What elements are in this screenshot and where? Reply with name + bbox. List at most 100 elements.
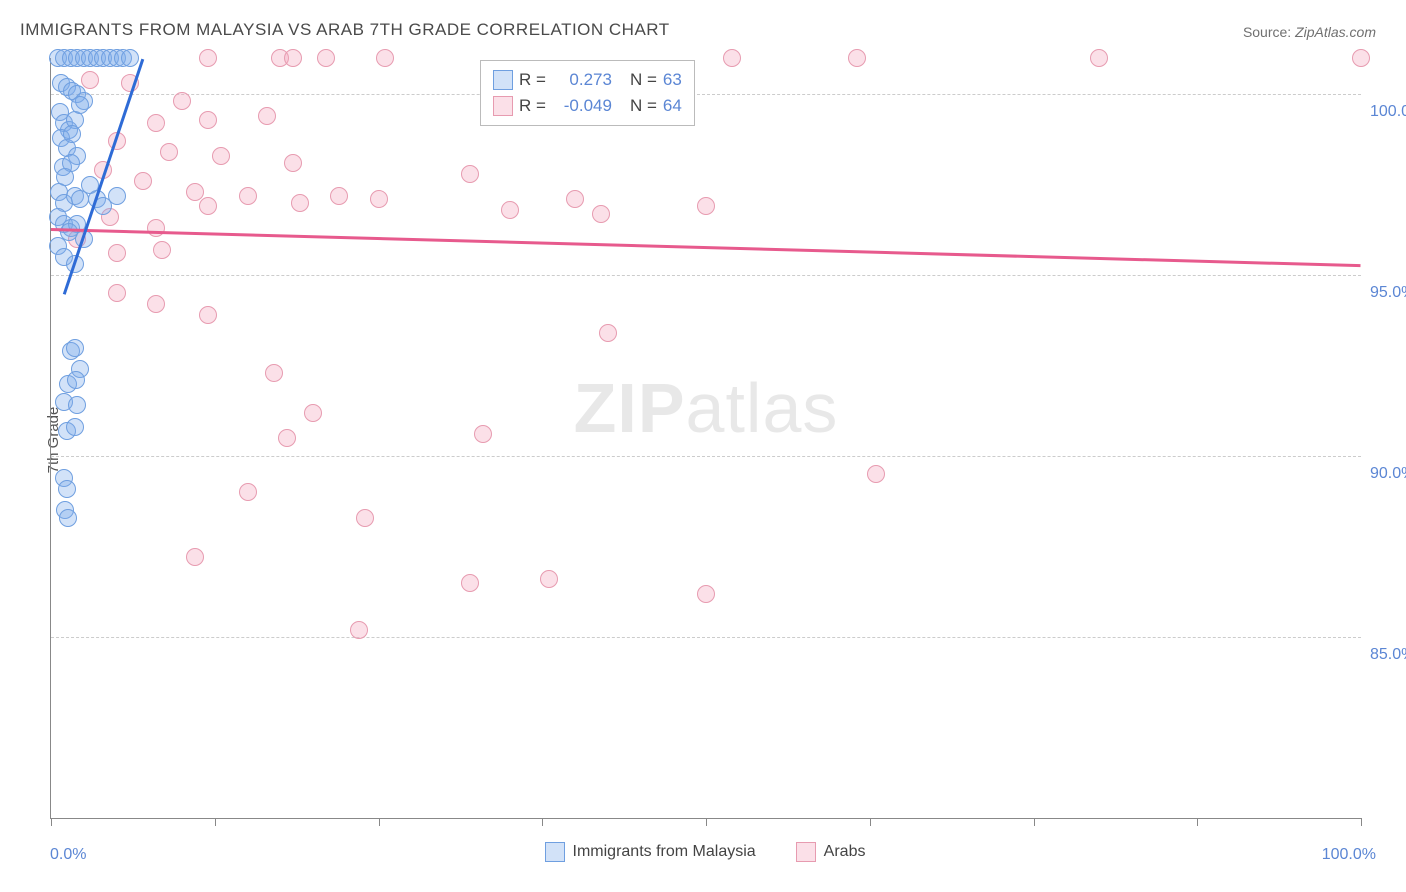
data-point-arabs bbox=[173, 92, 191, 110]
data-point-arabs bbox=[697, 197, 715, 215]
data-point-arabs bbox=[474, 425, 492, 443]
plot-area: ZIPatlas bbox=[50, 58, 1361, 819]
data-point-arabs bbox=[356, 509, 374, 527]
x-tick bbox=[379, 818, 380, 826]
legend-r-label: R = bbox=[519, 67, 546, 93]
data-point-arabs bbox=[317, 49, 335, 67]
x-tick bbox=[870, 818, 871, 826]
series-legend: Immigrants from Malaysia Arabs bbox=[50, 842, 1360, 862]
x-tick bbox=[1361, 818, 1362, 826]
x-tick bbox=[1034, 818, 1035, 826]
data-point-arabs bbox=[697, 585, 715, 603]
data-point-malaysia bbox=[71, 96, 89, 114]
y-tick-label: 90.0% bbox=[1370, 465, 1406, 483]
x-tick bbox=[542, 818, 543, 826]
data-point-arabs bbox=[81, 71, 99, 89]
data-point-arabs bbox=[1352, 49, 1370, 67]
data-point-arabs bbox=[291, 194, 309, 212]
data-point-arabs bbox=[160, 143, 178, 161]
data-point-arabs bbox=[461, 165, 479, 183]
legend-n-value: 63 bbox=[663, 67, 682, 93]
x-tick bbox=[1197, 818, 1198, 826]
watermark: ZIPatlas bbox=[574, 368, 839, 448]
legend-swatch bbox=[545, 842, 565, 862]
data-point-arabs bbox=[212, 147, 230, 165]
source-attribution: Source: ZipAtlas.com bbox=[1243, 24, 1376, 40]
data-point-arabs bbox=[848, 49, 866, 67]
data-point-arabs bbox=[540, 570, 558, 588]
legend-swatch bbox=[493, 70, 513, 90]
data-point-malaysia bbox=[66, 339, 84, 357]
data-point-malaysia bbox=[67, 371, 85, 389]
watermark-atlas: atlas bbox=[686, 369, 839, 447]
y-tick-label: 95.0% bbox=[1370, 284, 1406, 302]
gridline bbox=[51, 456, 1361, 457]
legend-swatch bbox=[796, 842, 816, 862]
data-point-arabs bbox=[566, 190, 584, 208]
gridline bbox=[51, 94, 1361, 95]
legend-row: R = 0.273 N = 63 bbox=[493, 67, 682, 93]
data-point-arabs bbox=[153, 241, 171, 259]
y-tick-label: 85.0% bbox=[1370, 646, 1406, 664]
data-point-arabs bbox=[199, 49, 217, 67]
legend-r-label: R = bbox=[519, 93, 546, 119]
data-point-arabs bbox=[461, 574, 479, 592]
legend-n-label: N = bbox=[630, 93, 657, 119]
data-point-malaysia bbox=[108, 187, 126, 205]
data-point-arabs bbox=[278, 429, 296, 447]
data-point-arabs bbox=[501, 201, 519, 219]
source-label: Source: bbox=[1243, 24, 1291, 40]
data-point-arabs bbox=[186, 548, 204, 566]
source-value: ZipAtlas.com bbox=[1295, 24, 1376, 40]
data-point-malaysia bbox=[121, 49, 139, 67]
data-point-malaysia bbox=[63, 125, 81, 143]
data-point-malaysia bbox=[59, 509, 77, 527]
data-point-arabs bbox=[284, 154, 302, 172]
gridline bbox=[51, 275, 1361, 276]
data-point-arabs bbox=[867, 465, 885, 483]
data-point-arabs bbox=[304, 404, 322, 422]
x-tick bbox=[51, 818, 52, 826]
data-point-malaysia bbox=[66, 418, 84, 436]
legend-n-value: 64 bbox=[663, 93, 682, 119]
legend-label: Arabs bbox=[824, 843, 866, 861]
data-point-arabs bbox=[599, 324, 617, 342]
data-point-arabs bbox=[147, 114, 165, 132]
watermark-zip: ZIP bbox=[574, 369, 686, 447]
chart-title: IMMIGRANTS FROM MALAYSIA VS ARAB 7TH GRA… bbox=[20, 20, 670, 40]
data-point-arabs bbox=[1090, 49, 1108, 67]
data-point-arabs bbox=[350, 621, 368, 639]
data-point-arabs bbox=[239, 187, 257, 205]
legend-swatch bbox=[493, 96, 513, 116]
data-point-arabs bbox=[376, 49, 394, 67]
x-tick bbox=[706, 818, 707, 826]
x-max-label: 100.0% bbox=[1322, 846, 1376, 864]
data-point-arabs bbox=[258, 107, 276, 125]
trend-line-arabs bbox=[51, 228, 1361, 267]
data-point-malaysia bbox=[60, 223, 78, 241]
data-point-arabs bbox=[723, 49, 741, 67]
data-point-arabs bbox=[284, 49, 302, 67]
data-point-arabs bbox=[199, 197, 217, 215]
correlation-legend: R = 0.273 N = 63 R = -0.049 N = 64 bbox=[480, 60, 695, 126]
legend-label: Immigrants from Malaysia bbox=[573, 843, 756, 861]
data-point-arabs bbox=[330, 187, 348, 205]
data-point-arabs bbox=[108, 244, 126, 262]
data-point-arabs bbox=[199, 111, 217, 129]
gridline bbox=[51, 637, 1361, 638]
y-tick-label: 100.0% bbox=[1370, 103, 1406, 121]
x-tick bbox=[215, 818, 216, 826]
legend-item: Immigrants from Malaysia bbox=[545, 842, 756, 862]
data-point-arabs bbox=[134, 172, 152, 190]
data-point-arabs bbox=[186, 183, 204, 201]
data-point-malaysia bbox=[58, 480, 76, 498]
x-min-label: 0.0% bbox=[50, 846, 86, 864]
data-point-arabs bbox=[199, 306, 217, 324]
legend-r-value: -0.049 bbox=[552, 93, 612, 119]
data-point-arabs bbox=[592, 205, 610, 223]
data-point-arabs bbox=[265, 364, 283, 382]
legend-n-label: N = bbox=[630, 67, 657, 93]
legend-item: Arabs bbox=[796, 842, 866, 862]
data-point-malaysia bbox=[68, 396, 86, 414]
data-point-arabs bbox=[239, 483, 257, 501]
